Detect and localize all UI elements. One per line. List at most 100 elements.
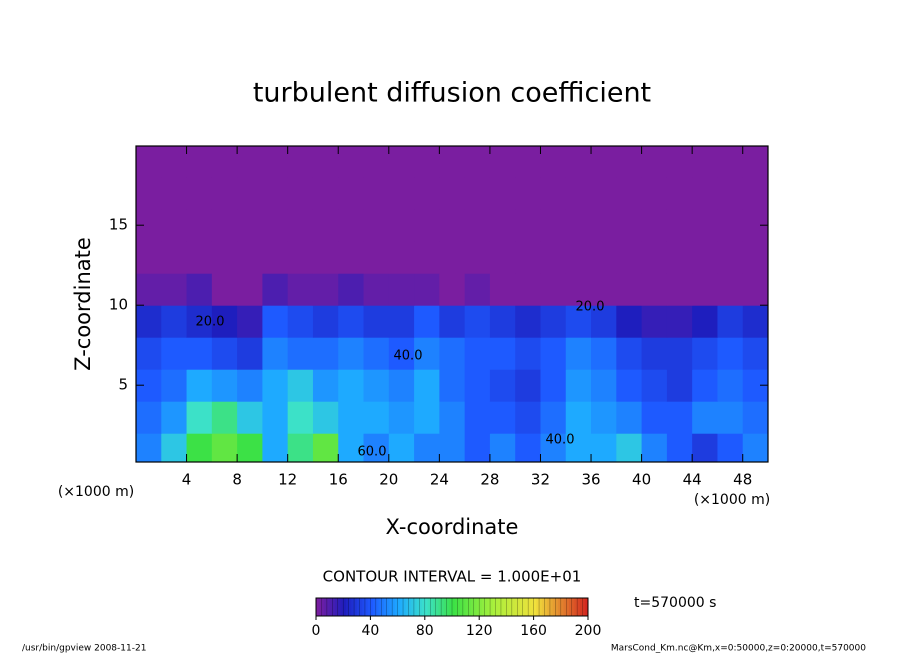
field [136, 146, 768, 462]
cell [161, 273, 188, 306]
cell [540, 241, 567, 274]
cell [666, 209, 693, 242]
colorbar-segment [490, 598, 494, 616]
cell [312, 433, 339, 462]
cell [186, 369, 213, 402]
colorbar-tick-label: 200 [575, 623, 602, 639]
colorbar-segment [503, 598, 507, 616]
cell [489, 401, 516, 434]
cell [237, 209, 263, 242]
cell [439, 177, 466, 210]
cell [565, 305, 592, 338]
cell [540, 401, 567, 434]
cell [237, 241, 263, 274]
cell [414, 433, 440, 462]
cell [717, 305, 744, 338]
cell [312, 209, 339, 242]
cell [186, 177, 213, 210]
colorbar-segment [457, 598, 461, 616]
cell [136, 146, 162, 178]
cell [489, 433, 516, 462]
colorbar-segment [427, 598, 431, 616]
cell [742, 337, 768, 370]
cell [186, 146, 213, 178]
cell [186, 305, 213, 338]
colorbar-segment [566, 598, 570, 616]
colorbar-segment [324, 598, 328, 616]
cell [591, 337, 617, 370]
cell [565, 401, 592, 434]
cell [666, 177, 693, 210]
colorbar-segment [484, 598, 488, 616]
colorbar-segment [498, 598, 502, 616]
cell [641, 337, 668, 370]
cell [641, 433, 668, 462]
colorbar-segment [373, 598, 377, 616]
cell [388, 241, 415, 274]
cell [262, 146, 289, 178]
cell [439, 433, 466, 462]
colorbar-segment [525, 598, 529, 616]
cell [489, 177, 516, 210]
cell [515, 146, 541, 178]
cell [742, 273, 768, 306]
cell [515, 209, 541, 242]
cell [414, 369, 440, 402]
cell [515, 369, 541, 402]
cell [489, 241, 516, 274]
colorbar-segment [446, 598, 450, 616]
cell [414, 146, 440, 178]
cell [388, 209, 415, 242]
cell [186, 433, 213, 462]
cell [211, 337, 238, 370]
x-tick-label: 36 [581, 471, 600, 489]
cell [565, 146, 592, 178]
cell [186, 209, 213, 242]
x-tick-label: 16 [329, 471, 348, 489]
colorbar-tick-label: 160 [520, 623, 547, 639]
cell [312, 401, 339, 434]
cell [161, 401, 188, 434]
x-tick-label: 20 [379, 471, 398, 489]
cell [616, 337, 643, 370]
cell [237, 401, 263, 434]
cell [388, 177, 415, 210]
colorbar-segment [364, 598, 369, 616]
colorbar-tick-label: 80 [416, 623, 434, 639]
cell [363, 369, 390, 402]
cell [666, 146, 693, 178]
footer-left: /usr/bin/gpview 2008-11-21 [22, 644, 146, 654]
colorbar-segment [579, 598, 583, 616]
colorbar-segment [370, 598, 374, 616]
cell [591, 209, 617, 242]
colorbar-segment [340, 598, 344, 616]
cell [591, 241, 617, 274]
colorbar-segment [400, 598, 404, 616]
colorbar-segment [520, 598, 524, 616]
colorbar-segment [326, 598, 330, 616]
cell [616, 209, 643, 242]
x-axis-label: X-coordinate [386, 515, 519, 539]
cell [388, 401, 415, 434]
cell [388, 369, 415, 402]
cell [388, 273, 415, 306]
colorbar-segment [443, 598, 447, 616]
colorbar-segment [574, 598, 578, 616]
colorbar-segment [517, 598, 521, 616]
cell [565, 177, 592, 210]
cell [388, 146, 415, 178]
cell [515, 433, 541, 462]
colorbar-segment [522, 598, 526, 616]
cell [692, 241, 718, 274]
plot-frame [135, 145, 769, 463]
cell [591, 177, 617, 210]
cell [338, 337, 365, 370]
cell [338, 401, 365, 434]
cell [363, 305, 390, 338]
colorbar-segment [495, 598, 499, 616]
cell [717, 209, 744, 242]
cell [565, 433, 592, 462]
cell [388, 305, 415, 338]
cell [262, 241, 289, 274]
colorbar-segment [316, 598, 320, 616]
